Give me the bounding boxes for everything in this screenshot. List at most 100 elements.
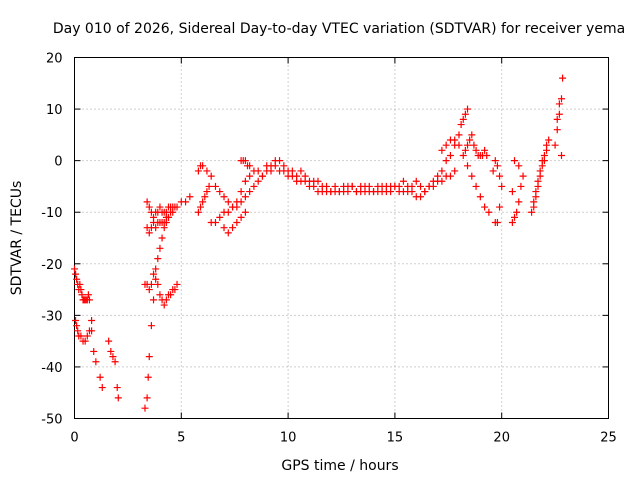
- data-point: [399, 177, 407, 185]
- data-point: [152, 275, 160, 283]
- y-tick-label: 20: [46, 52, 63, 67]
- data-point: [429, 182, 437, 190]
- data-point: [476, 193, 484, 201]
- data-point: [199, 162, 207, 170]
- data-point: [216, 188, 224, 196]
- data-point: [241, 208, 249, 216]
- y-tick-label: -10: [41, 206, 62, 221]
- data-point: [216, 213, 224, 221]
- data-point: [205, 182, 213, 190]
- data-point: [464, 141, 472, 149]
- data-point: [237, 198, 245, 206]
- data-point: [558, 95, 566, 103]
- data-point: [459, 115, 467, 123]
- data-point: [344, 188, 352, 196]
- data-point: [147, 322, 155, 330]
- data-point: [459, 151, 467, 159]
- data-point: [421, 188, 429, 196]
- data-point: [451, 136, 459, 144]
- data-point: [461, 146, 469, 154]
- data-point: [511, 157, 519, 165]
- data-point: [391, 182, 399, 190]
- data-point: [147, 280, 155, 288]
- data-point: [143, 198, 151, 206]
- data-point: [220, 193, 228, 201]
- data-point: [246, 188, 254, 196]
- data-point: [438, 167, 446, 175]
- data-point: [186, 193, 194, 201]
- data-point: [194, 167, 202, 175]
- x-tick-label: 20: [493, 431, 510, 446]
- data-point: [536, 172, 544, 180]
- data-point: [194, 208, 202, 216]
- data-point: [468, 172, 476, 180]
- data-point: [451, 167, 459, 175]
- data-point: [555, 110, 563, 118]
- data-point: [85, 296, 93, 304]
- data-point: [203, 167, 211, 175]
- data-point: [111, 358, 119, 366]
- x-axis-label: GPS time / hours: [281, 458, 398, 474]
- data-point: [558, 151, 566, 159]
- data-point: [455, 131, 463, 139]
- y-tick-label: -30: [41, 309, 62, 324]
- data-point: [152, 224, 160, 232]
- data-point: [233, 203, 241, 211]
- data-point: [481, 146, 489, 154]
- data-point: [545, 136, 553, 144]
- data-point: [530, 203, 538, 211]
- data-point: [485, 208, 493, 216]
- data-point: [540, 157, 548, 165]
- data-point: [472, 182, 480, 190]
- data-point: [154, 280, 162, 288]
- data-point: [470, 141, 478, 149]
- data-point: [90, 347, 98, 355]
- data-point: [297, 167, 305, 175]
- data-point: [76, 280, 84, 288]
- data-point: [237, 188, 245, 196]
- data-point: [197, 203, 205, 211]
- data-point: [468, 131, 476, 139]
- y-tick-label: -50: [41, 413, 62, 428]
- data-point: [472, 146, 480, 154]
- axis-ticks: [74, 57, 609, 419]
- data-point: [173, 280, 181, 288]
- data-point: [154, 255, 162, 263]
- data-point: [543, 146, 551, 154]
- data-point: [201, 193, 209, 201]
- data-point: [555, 100, 563, 108]
- data-point: [461, 110, 469, 118]
- data-point: [199, 198, 207, 206]
- data-point: [276, 157, 284, 165]
- data-point: [211, 219, 219, 227]
- data-point: [150, 296, 158, 304]
- data-point: [280, 167, 288, 175]
- data-point: [211, 182, 219, 190]
- data-point: [77, 332, 85, 340]
- data-point: [107, 347, 115, 355]
- data-point: [464, 105, 472, 113]
- data-point: [438, 146, 446, 154]
- data-point: [254, 177, 262, 185]
- data-point: [534, 182, 542, 190]
- data-point: [145, 203, 153, 211]
- x-tick-label: 15: [387, 431, 404, 446]
- data-point: [143, 394, 151, 402]
- data-point: [250, 182, 258, 190]
- data-point: [233, 219, 241, 227]
- data-point: [164, 213, 172, 221]
- data-point: [508, 219, 516, 227]
- y-tick-label: -40: [41, 361, 62, 376]
- data-point: [310, 182, 318, 190]
- data-point: [301, 177, 309, 185]
- data-point: [72, 270, 80, 278]
- data-point: [559, 74, 567, 82]
- data-point: [158, 234, 166, 242]
- data-point: [160, 301, 168, 309]
- data-point: [442, 141, 450, 149]
- data-point: [348, 182, 356, 190]
- data-point: [156, 203, 164, 211]
- data-point: [515, 198, 523, 206]
- plot-frame: [74, 57, 609, 419]
- data-point: [88, 317, 96, 325]
